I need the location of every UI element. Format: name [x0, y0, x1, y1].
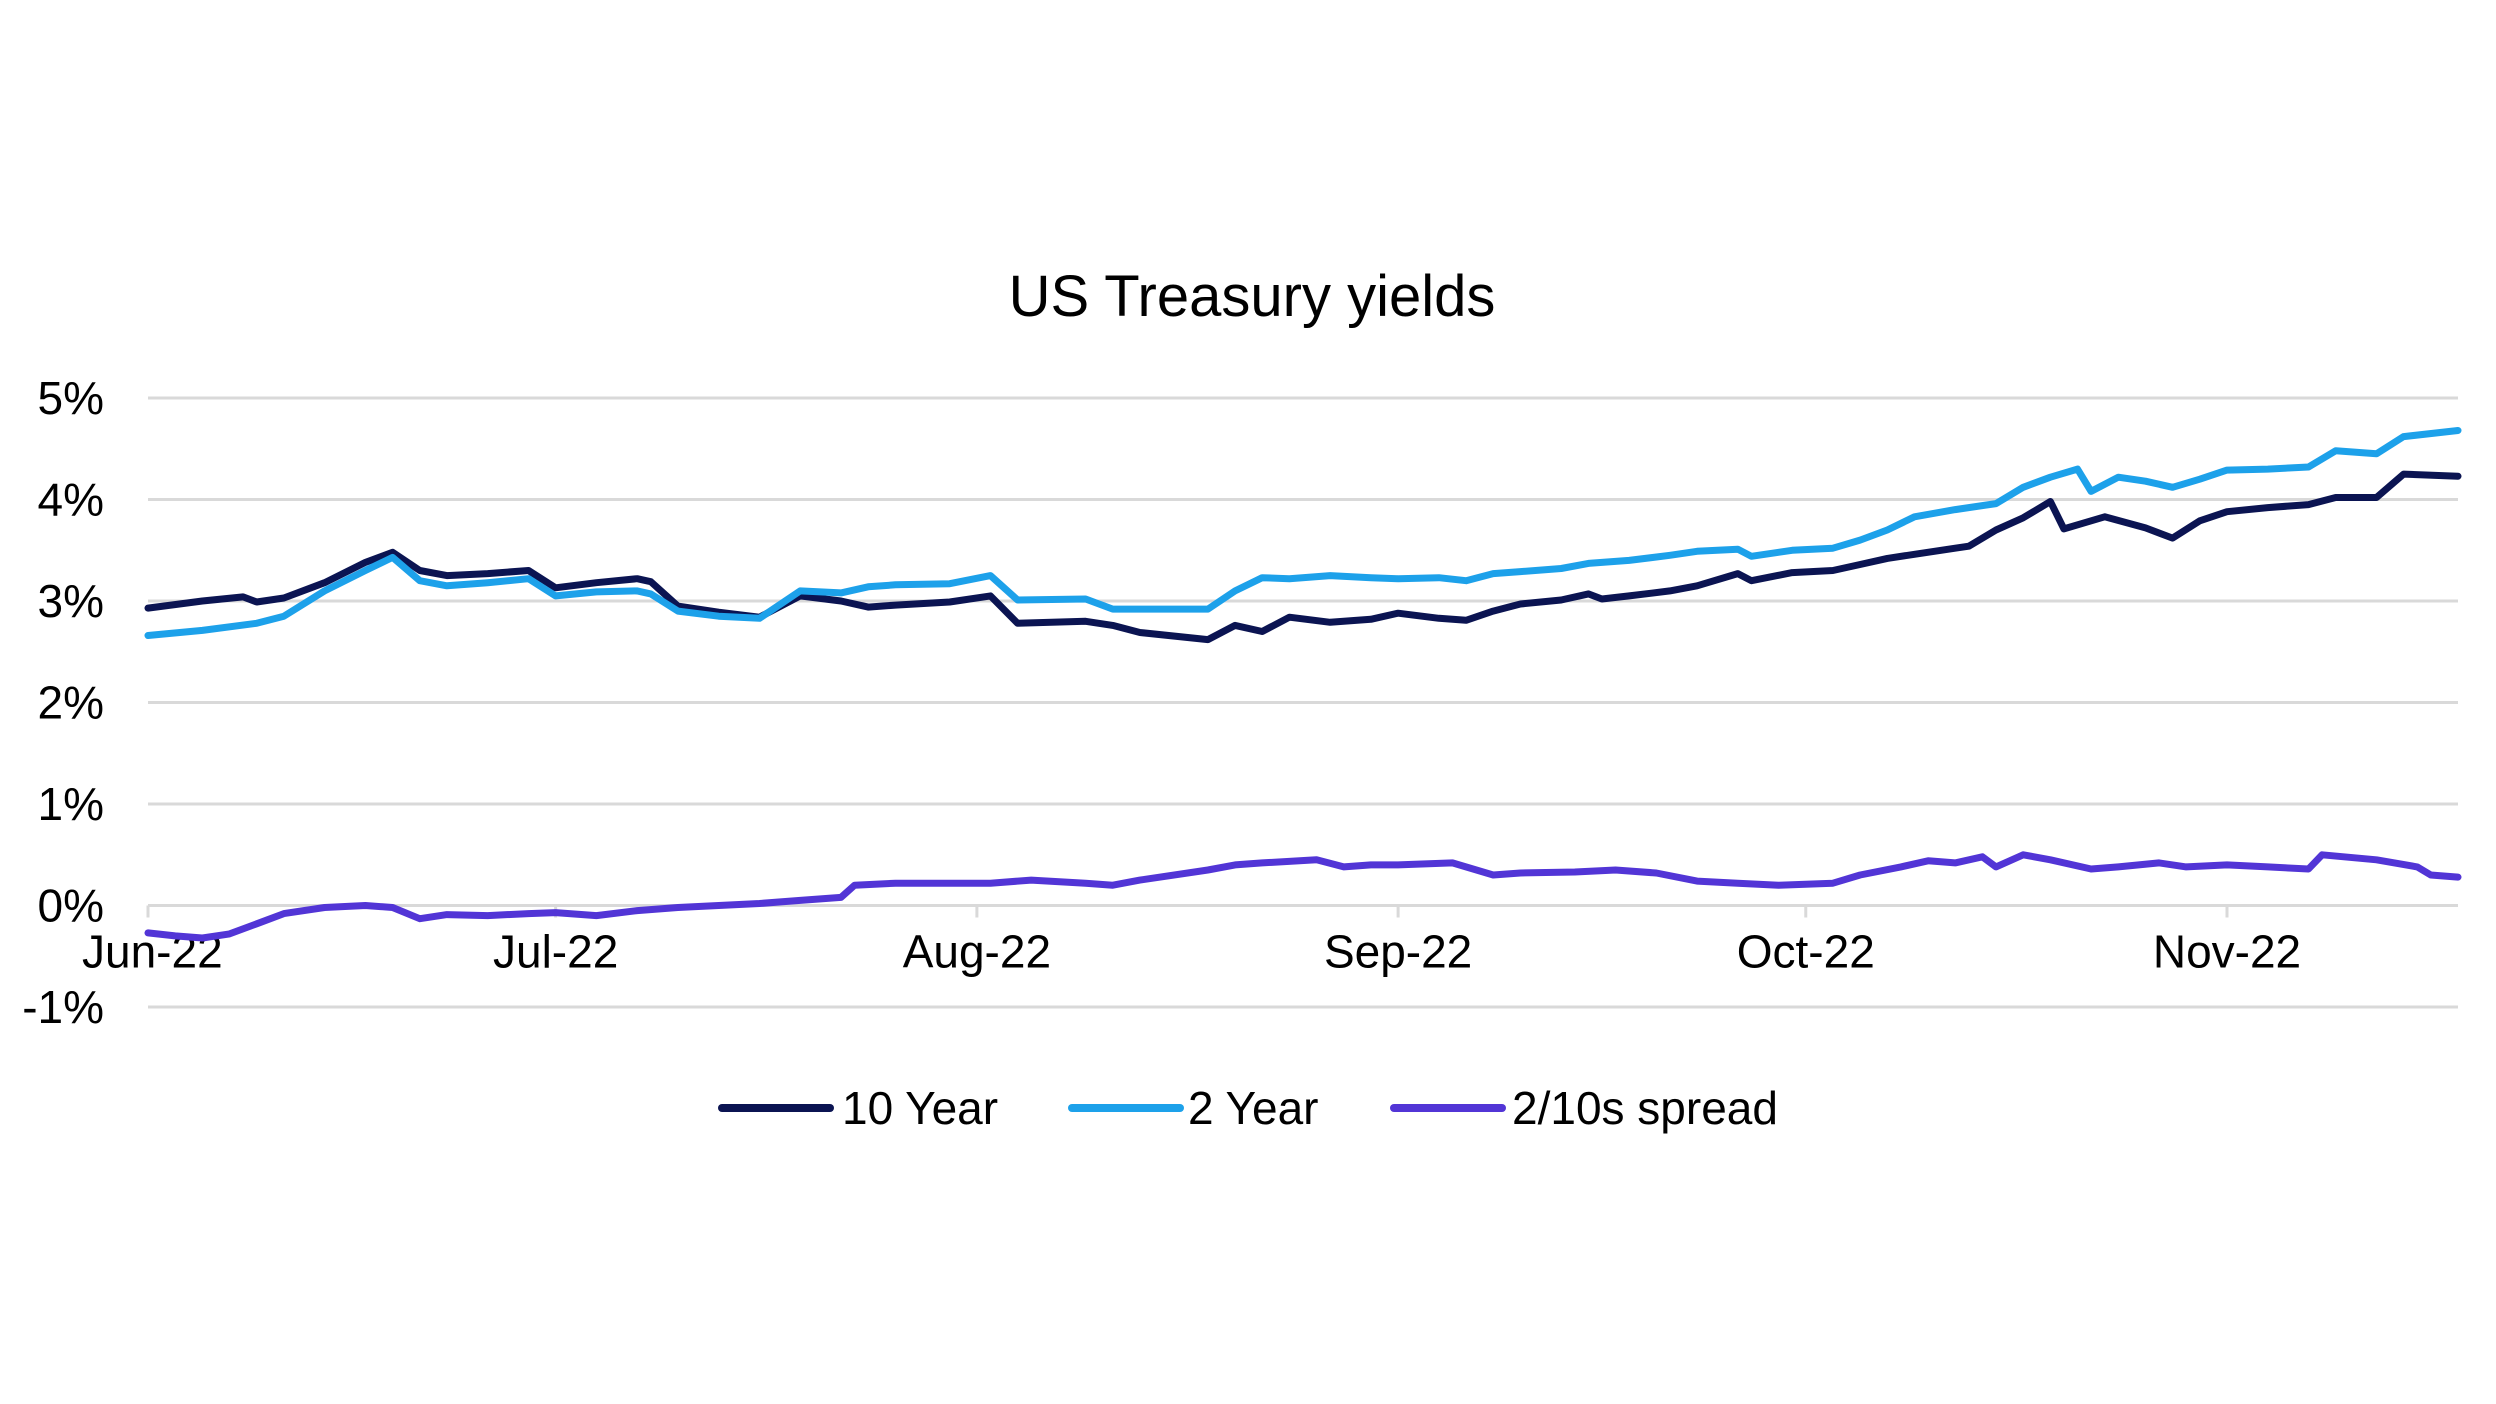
- x-tick-label: Aug-22: [903, 926, 1051, 978]
- series-lines: [144, 427, 2462, 942]
- y-axis-tick-labels: 5% 4% 3% 2% 1% 0% -1%: [22, 372, 104, 1033]
- legend-label: 2 Year: [1188, 1082, 1318, 1134]
- x-tick-label: Sep-22: [1324, 926, 1472, 978]
- legend-label: 10 Year: [842, 1082, 998, 1134]
- x-tick-label: Jul-22: [493, 926, 618, 978]
- chart-title: US Treasury yields: [1009, 264, 1496, 329]
- y-tick-label: 2%: [38, 677, 104, 729]
- series-line-10-year: [144, 470, 2462, 644]
- series-line-2-year: [144, 427, 2462, 639]
- legend-label: 2/10s spread: [1512, 1082, 1778, 1134]
- legend: 10 Year 2 Year 2/10s spread: [718, 1082, 1778, 1134]
- gridlines: [146, 396, 2458, 1009]
- y-tick-label: 3%: [38, 575, 104, 627]
- y-tick-label: -1%: [22, 981, 104, 1033]
- x-tick-label: Oct-22: [1737, 926, 1875, 978]
- x-axis-tick-labels: Jun-22 Jul-22 Aug-22 Sep-22 Oct-22 Nov-22: [82, 926, 2301, 978]
- y-tick-label: 1%: [38, 778, 104, 830]
- x-tick-label: Nov-22: [2153, 926, 2301, 978]
- y-tick-label: 0%: [38, 880, 104, 932]
- series-line-2-10s-spread: [144, 851, 2462, 942]
- y-tick-label: 5%: [38, 372, 104, 424]
- y-tick-label: 4%: [38, 474, 104, 526]
